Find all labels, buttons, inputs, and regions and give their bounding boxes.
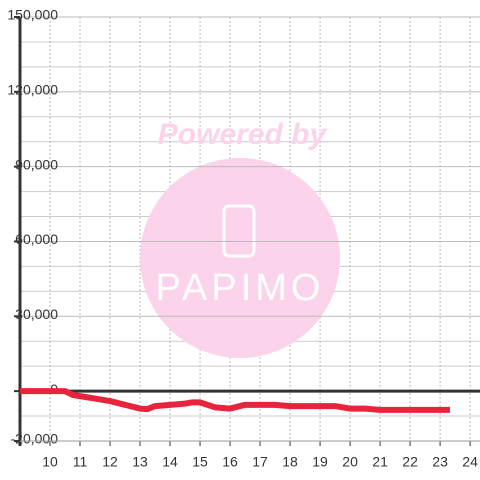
- watermark-circle: [140, 158, 340, 358]
- x-tick-label: 11: [73, 454, 88, 470]
- x-tick-label: 15: [192, 454, 208, 470]
- x-tick-label: 23: [432, 454, 448, 470]
- x-tick-label: 24: [462, 454, 478, 470]
- watermark-title: Powered by: [158, 118, 328, 151]
- x-tick-label: 12: [102, 454, 118, 470]
- y-tick-label: 30,000: [15, 306, 58, 322]
- y-tick-label: 150,000: [7, 7, 58, 23]
- watermark: Powered by PAPIMO: [140, 118, 340, 358]
- phone-icon: [222, 204, 256, 258]
- y-tick-label: -20,000: [11, 431, 59, 447]
- x-tick-label: 10: [42, 454, 58, 470]
- x-tick-label: 19: [312, 454, 328, 470]
- watermark-logo: PAPIMO: [156, 267, 325, 309]
- x-tick-label: 21: [372, 454, 388, 470]
- x-tick-label: 16: [222, 454, 238, 470]
- x-tick-label: 13: [132, 454, 148, 470]
- x-tick-label: 18: [282, 454, 298, 470]
- x-tick-label: 14: [162, 454, 178, 470]
- x-tick-label: 17: [252, 454, 268, 470]
- x-tick-label: 22: [402, 454, 418, 470]
- data-line: [20, 388, 450, 413]
- y-tick-label: 90,000: [15, 156, 58, 172]
- y-tick-label: 120,000: [7, 82, 58, 98]
- x-tick-label: 20: [342, 454, 358, 470]
- y-tick-label: 60,000: [15, 231, 58, 247]
